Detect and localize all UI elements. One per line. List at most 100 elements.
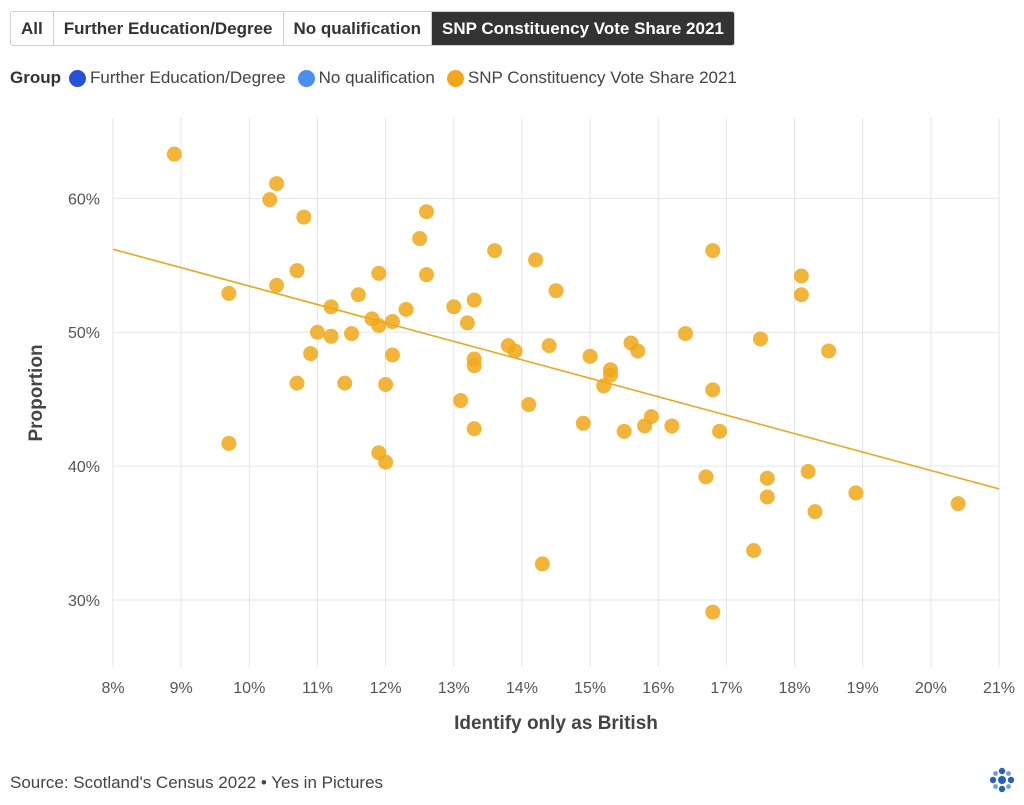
data-point[interactable] [793, 287, 809, 303]
legend-label-no-qualification: No qualification [318, 68, 435, 87]
data-point[interactable] [534, 556, 550, 572]
data-point[interactable] [269, 277, 285, 293]
data-point[interactable] [296, 209, 312, 225]
data-point[interactable] [412, 231, 428, 247]
group-tabs: All Further Education/Degree No qualific… [10, 11, 735, 46]
data-point[interactable] [453, 393, 469, 409]
data-point[interactable] [705, 382, 721, 398]
x-axis-label: Identify only as British [454, 713, 658, 734]
x-tick-label: 8% [101, 680, 124, 697]
data-point[interactable] [459, 315, 475, 331]
data-point[interactable] [371, 265, 387, 281]
data-point[interactable] [664, 418, 680, 434]
y-tick-label: 40% [68, 459, 100, 476]
x-tick-label: 17% [710, 680, 742, 697]
chart-legend: Group Further Education/Degree No qualif… [10, 66, 749, 90]
y-axis-ticks: 30% 40% 50% 60% [68, 191, 100, 610]
data-point[interactable] [419, 204, 435, 220]
data-point[interactable] [548, 283, 564, 299]
legend-swatch-further-education [69, 69, 86, 87]
data-point[interactable] [398, 301, 414, 317]
x-tick-label: 9% [170, 680, 193, 697]
data-point[interactable] [221, 435, 237, 451]
y-tick-label: 60% [68, 191, 100, 208]
data-point[interactable] [800, 464, 816, 480]
data-point[interactable] [466, 358, 482, 374]
data-point[interactable] [384, 314, 400, 330]
legend-item-further-education[interactable]: Further Education/Degree [69, 68, 286, 88]
data-point[interactable] [507, 343, 523, 359]
data-point[interactable] [262, 192, 278, 208]
y-tick-label: 50% [68, 325, 100, 342]
data-point[interactable] [323, 328, 339, 344]
data-point[interactable] [807, 504, 823, 520]
data-point[interactable] [466, 421, 482, 437]
data-point[interactable] [752, 331, 768, 347]
data-point[interactable] [848, 485, 864, 501]
data-point[interactable] [466, 292, 482, 308]
x-tick-label: 10% [233, 680, 265, 697]
data-point[interactable] [616, 423, 632, 439]
data-point[interactable] [289, 263, 305, 279]
data-point[interactable] [712, 423, 728, 439]
data-point[interactable] [378, 454, 394, 470]
legend-label-further-education: Further Education/Degree [90, 68, 286, 87]
x-tick-label: 13% [438, 680, 470, 697]
data-point[interactable] [344, 326, 360, 342]
legend-title: Group [10, 68, 61, 87]
tab-no-qualification[interactable]: No qualification [283, 12, 432, 45]
legend-item-snp-vote-share[interactable]: SNP Constituency Vote Share 2021 [446, 68, 737, 88]
data-point[interactable] [309, 324, 325, 340]
y-tick-label: 30% [68, 593, 100, 610]
data-point[interactable] [521, 397, 537, 413]
data-point[interactable] [446, 299, 462, 315]
data-point[interactable] [337, 375, 353, 391]
legend-item-no-qualification[interactable]: No qualification [297, 68, 435, 88]
data-point[interactable] [746, 543, 762, 559]
data-point[interactable] [303, 346, 319, 362]
data-point[interactable] [950, 496, 966, 512]
data-point[interactable] [378, 376, 394, 392]
legend-swatch-no-qualification [297, 69, 315, 87]
data-point[interactable] [705, 604, 721, 620]
x-tick-label: 14% [506, 680, 538, 697]
data-point[interactable] [371, 318, 387, 334]
legend-swatch-snp-vote-share [446, 69, 464, 87]
data-point[interactable] [323, 299, 339, 315]
tab-all[interactable]: All [11, 12, 54, 45]
data-point[interactable] [350, 287, 366, 303]
data-points [166, 146, 966, 620]
data-point[interactable] [269, 176, 285, 192]
data-point[interactable] [289, 375, 305, 391]
data-point[interactable] [698, 469, 714, 485]
chart-grid [112, 118, 1000, 667]
data-point[interactable] [487, 243, 503, 259]
tab-snp-vote-share[interactable]: SNP Constituency Vote Share 2021 [432, 12, 734, 45]
data-point[interactable] [541, 338, 557, 354]
data-point[interactable] [575, 415, 591, 431]
data-point[interactable] [596, 378, 612, 394]
data-point[interactable] [821, 343, 837, 359]
data-point[interactable] [419, 267, 435, 283]
data-point[interactable] [221, 285, 237, 301]
data-point[interactable] [166, 146, 182, 162]
data-point[interactable] [528, 252, 544, 268]
data-point[interactable] [643, 409, 659, 425]
data-point[interactable] [705, 243, 721, 259]
data-point[interactable] [759, 489, 775, 505]
data-point[interactable] [384, 347, 400, 363]
tab-further-education[interactable]: Further Education/Degree [53, 12, 284, 45]
data-point[interactable] [603, 367, 619, 383]
x-tick-label: 21% [983, 680, 1015, 697]
data-point[interactable] [582, 348, 598, 364]
source-note: Source: Scotland's Census 2022 • Yes in … [10, 773, 384, 792]
trend-line [112, 248, 1000, 490]
x-tick-label: 12% [370, 680, 402, 697]
data-point[interactable] [759, 470, 775, 486]
data-point[interactable] [793, 268, 809, 284]
yes-in-pictures-logo-icon [989, 767, 1015, 793]
data-point[interactable] [630, 343, 646, 359]
x-tick-label: 20% [915, 680, 947, 697]
data-point[interactable] [677, 326, 693, 342]
